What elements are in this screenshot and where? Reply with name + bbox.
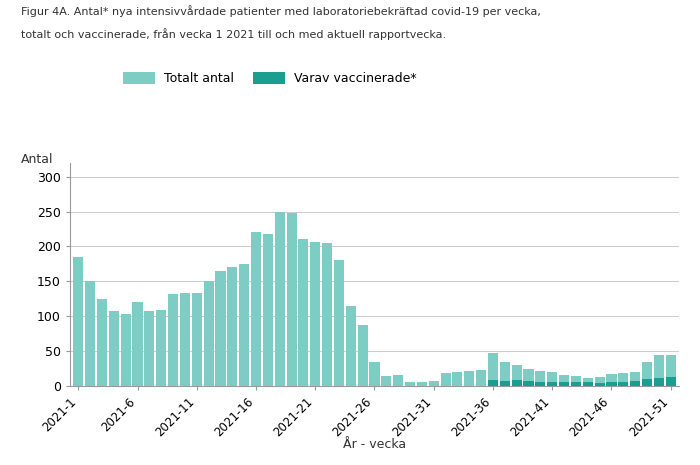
Bar — [642, 362, 652, 386]
Bar — [630, 372, 640, 386]
Bar — [524, 368, 533, 386]
Bar — [251, 232, 261, 386]
Bar — [97, 299, 107, 386]
Bar — [476, 370, 486, 386]
Bar — [654, 354, 664, 386]
Text: Antal: Antal — [21, 153, 53, 166]
Bar — [536, 382, 545, 386]
Bar — [582, 382, 593, 386]
Bar — [500, 362, 510, 386]
Bar — [547, 382, 557, 386]
Bar — [228, 267, 237, 386]
Bar — [594, 383, 605, 386]
Bar — [370, 362, 379, 386]
Bar — [618, 382, 629, 386]
Bar — [310, 242, 321, 386]
Bar — [594, 377, 605, 386]
Bar — [559, 376, 569, 386]
Bar — [180, 293, 190, 386]
Text: Figur 4A. Antal* nya intensivvårdade patienter med laboratoriebekräftad covid-19: Figur 4A. Antal* nya intensivvårdade pat… — [21, 5, 541, 17]
Bar — [666, 377, 675, 386]
Bar — [346, 306, 356, 386]
Text: totalt och vaccinerade, från vecka 1 2021 till och med aktuell rapportvecka.: totalt och vaccinerade, från vecka 1 202… — [21, 28, 446, 40]
Bar — [274, 212, 285, 386]
Bar — [536, 371, 545, 386]
Bar — [204, 281, 214, 386]
Bar — [298, 239, 309, 386]
Bar — [192, 293, 202, 386]
Bar — [642, 379, 652, 386]
Bar — [464, 371, 475, 386]
Bar — [606, 382, 617, 386]
Bar — [488, 380, 498, 386]
Legend: Totalt antal, Varav vaccinerade*: Totalt antal, Varav vaccinerade* — [118, 66, 422, 90]
Bar — [582, 378, 593, 386]
Bar — [144, 311, 155, 386]
Bar — [630, 381, 640, 386]
Bar — [500, 381, 510, 386]
Bar — [559, 382, 569, 386]
Bar — [606, 374, 617, 386]
Bar — [108, 311, 119, 386]
Bar — [512, 380, 522, 386]
Bar — [571, 376, 581, 386]
Bar — [452, 372, 463, 386]
Bar — [547, 372, 557, 386]
Bar — [239, 264, 249, 386]
Bar — [156, 310, 167, 386]
Bar — [132, 302, 143, 386]
Bar — [512, 365, 522, 386]
Bar — [262, 234, 273, 386]
Bar — [440, 373, 451, 386]
Bar — [405, 382, 415, 386]
Bar — [488, 353, 498, 386]
Bar — [382, 376, 391, 386]
Bar — [654, 378, 664, 386]
Text: År - vecka: År - vecka — [343, 438, 406, 451]
Bar — [524, 381, 533, 386]
Bar — [618, 373, 629, 386]
Bar — [322, 243, 332, 386]
Bar — [571, 382, 581, 386]
Bar — [286, 213, 297, 386]
Bar — [428, 381, 439, 386]
Bar — [666, 354, 675, 386]
Bar — [74, 257, 83, 386]
Bar — [393, 376, 403, 386]
Bar — [216, 271, 225, 386]
Bar — [417, 382, 427, 386]
Bar — [168, 294, 178, 386]
Bar — [120, 314, 131, 386]
Bar — [358, 325, 368, 386]
Bar — [334, 260, 344, 386]
Bar — [85, 280, 95, 386]
